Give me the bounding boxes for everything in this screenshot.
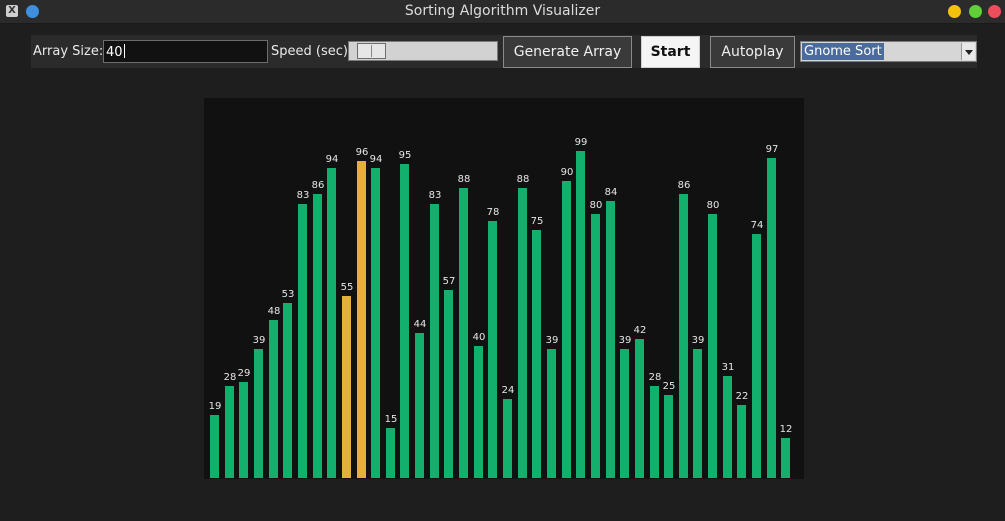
bar-value-label: 55 [340, 282, 354, 293]
bar-value-label: 12 [779, 424, 793, 435]
algorithm-select-value: Gnome Sort [802, 43, 884, 60]
bar-value-label: 28 [223, 372, 237, 383]
bar-value-label: 22 [735, 391, 749, 402]
bar [532, 230, 541, 478]
array-size-label: Array Size: [33, 44, 104, 59]
app-icon: X [6, 5, 18, 17]
bar [679, 194, 688, 478]
bar [459, 188, 468, 478]
bar-value-label: 44 [413, 319, 427, 330]
bar [357, 161, 366, 478]
bar-value-label: 80 [589, 200, 603, 211]
bar-value-label: 80 [706, 200, 720, 211]
bar-value-label: 39 [691, 335, 705, 346]
close-button[interactable] [988, 5, 1001, 18]
bar [327, 168, 336, 478]
bar [488, 221, 497, 478]
bar [386, 428, 395, 478]
bar-value-label: 39 [252, 335, 266, 346]
bar [415, 333, 424, 478]
bar-value-label: 39 [618, 335, 632, 346]
bar-value-label: 39 [545, 335, 559, 346]
bar [781, 438, 790, 478]
bar [591, 214, 600, 478]
chevron-down-icon[interactable] [961, 43, 975, 60]
bar [723, 376, 732, 478]
bar [474, 346, 483, 478]
bar-value-label: 40 [472, 332, 486, 343]
algorithm-select[interactable]: Gnome Sort [800, 41, 977, 62]
bar [576, 151, 585, 478]
bar [313, 194, 322, 478]
start-button[interactable]: Start [641, 36, 700, 68]
autoplay-button[interactable]: Autoplay [710, 36, 795, 68]
bar [752, 234, 761, 478]
bar [562, 181, 571, 478]
bar-value-label: 15 [384, 414, 398, 425]
bar [371, 168, 380, 478]
bar-value-label: 96 [355, 147, 369, 158]
bar [283, 303, 292, 478]
bar [635, 339, 644, 478]
bar-value-label: 78 [486, 207, 500, 218]
bar-value-label: 74 [750, 220, 764, 231]
bar-value-label: 86 [311, 180, 325, 191]
bar [606, 201, 615, 478]
bar-value-label: 86 [677, 180, 691, 191]
bar [239, 382, 248, 478]
bar [254, 349, 263, 478]
bar-value-label: 42 [633, 325, 647, 336]
bar-value-label: 53 [281, 289, 295, 300]
bar [269, 320, 278, 478]
pin-window-button[interactable] [26, 5, 39, 18]
bar [547, 349, 556, 478]
bar-value-label: 88 [457, 174, 471, 185]
bar [298, 204, 307, 478]
bar [518, 188, 527, 478]
generate-array-button[interactable]: Generate Array [503, 36, 632, 68]
bar-value-label: 31 [721, 362, 735, 373]
title-bar: X Sorting Algorithm Visualizer [0, 0, 1005, 24]
bar-value-label: 19 [208, 401, 222, 412]
minimize-button[interactable] [948, 5, 961, 18]
bar-value-label: 94 [369, 154, 383, 165]
bar [210, 415, 219, 478]
bar [620, 349, 629, 478]
bar-value-label: 83 [296, 190, 310, 201]
bar-value-label: 84 [604, 187, 618, 198]
bar-value-label: 25 [662, 381, 676, 392]
bar [400, 164, 409, 478]
bar [650, 386, 659, 478]
bar-value-label: 94 [325, 154, 339, 165]
bar-value-label: 90 [560, 167, 574, 178]
bar-value-label: 97 [765, 144, 779, 155]
bar [444, 290, 453, 478]
speed-slider-handle[interactable] [356, 43, 386, 59]
bar-value-label: 28 [648, 372, 662, 383]
speed-label: Speed (sec): [271, 44, 353, 59]
bar [664, 395, 673, 478]
array-size-input[interactable]: 40 [103, 40, 268, 63]
bar-value-label: 29 [237, 368, 251, 379]
bar-value-label: 83 [428, 190, 442, 201]
bar [708, 214, 717, 478]
bar [693, 349, 702, 478]
bar-value-label: 88 [516, 174, 530, 185]
bar-value-label: 99 [574, 137, 588, 148]
bar-value-label: 57 [442, 276, 456, 287]
bar [767, 158, 776, 478]
bar [430, 204, 439, 478]
bar [503, 399, 512, 478]
bar [737, 405, 746, 478]
bar-value-label: 95 [398, 150, 412, 161]
maximize-button[interactable] [969, 5, 982, 18]
bar [225, 386, 234, 478]
bar-chart-canvas: 19 28 29 39 48 53 83 86 94 55 96 94 15 95 44 83 57 88 40 78… [204, 98, 804, 479]
bar-value-label: 75 [530, 216, 544, 227]
bar-value-label: 48 [267, 306, 281, 317]
window-title: Sorting Algorithm Visualizer [404, 3, 601, 19]
bar-value-label: 24 [501, 385, 515, 396]
bar [342, 296, 351, 478]
